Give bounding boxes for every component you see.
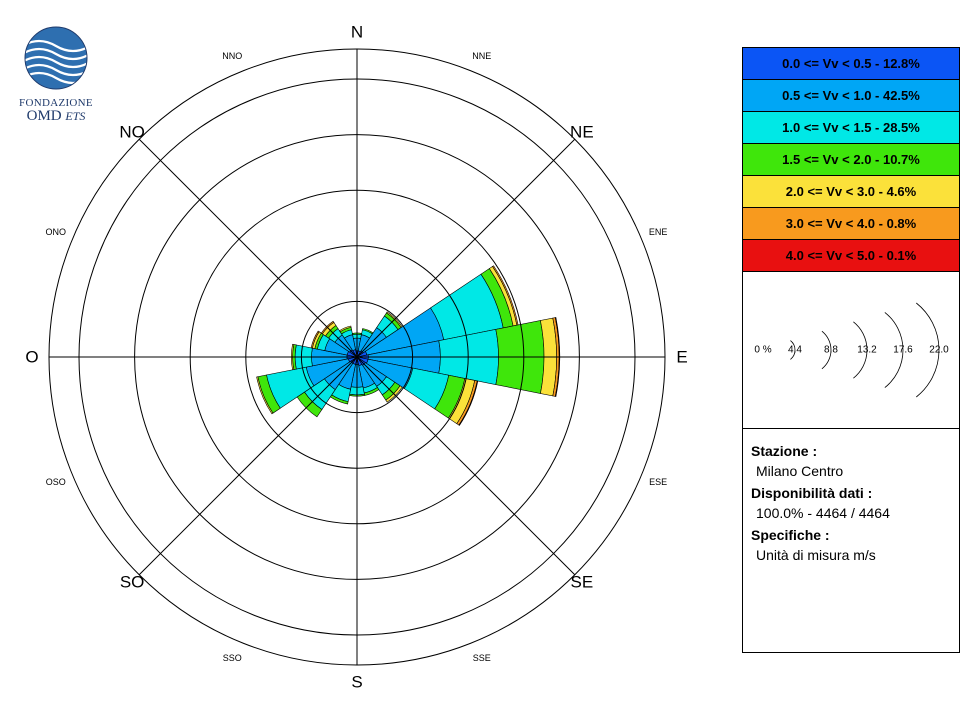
scale-arc-1: [790, 340, 796, 360]
spoke-NO: [138, 138, 358, 358]
specs-value: Unità di misura m/s: [756, 547, 876, 563]
dir-label-NO: NO: [119, 123, 145, 142]
dir-label-NE: NE: [570, 123, 594, 142]
legend-entry-3: 1.5 <= Vv < 2.0 - 10.7%: [743, 144, 959, 176]
scale-arc-3: [853, 321, 868, 379]
legend-panel: 0.0 <= Vv < 0.5 - 12.8% 0.5 <= Vv < 1.0 -…: [742, 47, 960, 653]
scale-arc-2: [821, 330, 832, 370]
radial-scale-box: 0 % 4.4 8.8 13.2 17.6 22.0: [743, 272, 959, 429]
legend-entry-0: 0.0 <= Vv < 0.5 - 12.8%: [743, 48, 959, 80]
scale-label-3: 13.2: [857, 345, 877, 356]
specs-label: Specifiche :: [751, 527, 830, 543]
sector-OSO-class-4: [256, 376, 274, 415]
sector-E-class-6: [554, 317, 561, 397]
scale-label-0: 0 %: [754, 345, 771, 356]
radial-scale: 0 % 4.4 8.8 13.2 17.6 22.0: [754, 302, 949, 398]
dir-label-NNO: NNO: [222, 51, 242, 61]
availability-label: Disponibilità dati :: [751, 485, 873, 501]
scale-label-1: 4.4: [788, 345, 802, 356]
logo-line2: OMD ETS: [14, 108, 98, 124]
availability-value: 100.0% - 4464 / 4464: [756, 505, 890, 521]
sector-ESE-class-6: [458, 380, 479, 426]
legend-entry-2: 1.0 <= Vv < 1.5 - 28.5%: [743, 112, 959, 144]
legend-entry-1: 0.5 <= Vv < 1.0 - 42.5%: [743, 80, 959, 112]
sector-ONO-class-5: [310, 330, 320, 349]
scale-label-2: 8.8: [824, 345, 838, 356]
dir-label-E: E: [676, 348, 687, 367]
dir-label-O: O: [25, 348, 38, 367]
dir-label-ENE: ENE: [649, 227, 668, 237]
speed-class-legend: 0.0 <= Vv < 0.5 - 12.8% 0.5 <= Vv < 1.0 -…: [743, 48, 959, 272]
dir-label-ONO: ONO: [46, 227, 67, 237]
dir-label-N: N: [351, 23, 363, 42]
dir-label-SSE: SSE: [473, 653, 491, 663]
dir-label-ESE: ESE: [649, 477, 667, 487]
dir-label-SO: SO: [120, 572, 145, 591]
station-info: Stazione : Milano Centro Disponibilità d…: [743, 429, 959, 579]
station-value: Milano Centro: [756, 463, 844, 479]
scale-arc-5: [916, 302, 940, 398]
spoke-SO: [138, 356, 358, 576]
sector-NNO-class-4: [339, 325, 352, 333]
dir-label-OSO: OSO: [46, 477, 66, 487]
station-label: Stazione :: [751, 443, 818, 459]
omd-logo: FONDAZIONE OMD ETS: [14, 26, 98, 124]
scale-label-4: 17.6: [893, 345, 913, 356]
scale-label-5: 22.0: [929, 345, 949, 356]
legend-entry-6: 4.0 <= Vv < 5.0 - 0.1%: [743, 240, 959, 272]
omd-logo-globe-icon: [24, 26, 88, 90]
legend-entry-4: 2.0 <= Vv < 3.0 - 4.6%: [743, 176, 959, 208]
logo-line1: FONDAZIONE: [19, 97, 93, 109]
spoke-NE: [356, 138, 576, 358]
legend-entry-5: 3.0 <= Vv < 4.0 - 0.8%: [743, 208, 959, 240]
logo-omd-text: OMD: [26, 108, 62, 124]
dir-label-S: S: [351, 673, 362, 692]
dir-label-NNE: NNE: [472, 51, 491, 61]
dir-label-SSO: SSO: [223, 653, 242, 663]
spoke-SE: [356, 356, 576, 576]
logo-ets-text: ETS: [65, 109, 86, 123]
dir-label-SE: SE: [571, 572, 594, 591]
sector-NO-class-5: [320, 320, 335, 335]
direction-spokes: [49, 49, 665, 665]
scale-arc-4: [884, 312, 904, 388]
